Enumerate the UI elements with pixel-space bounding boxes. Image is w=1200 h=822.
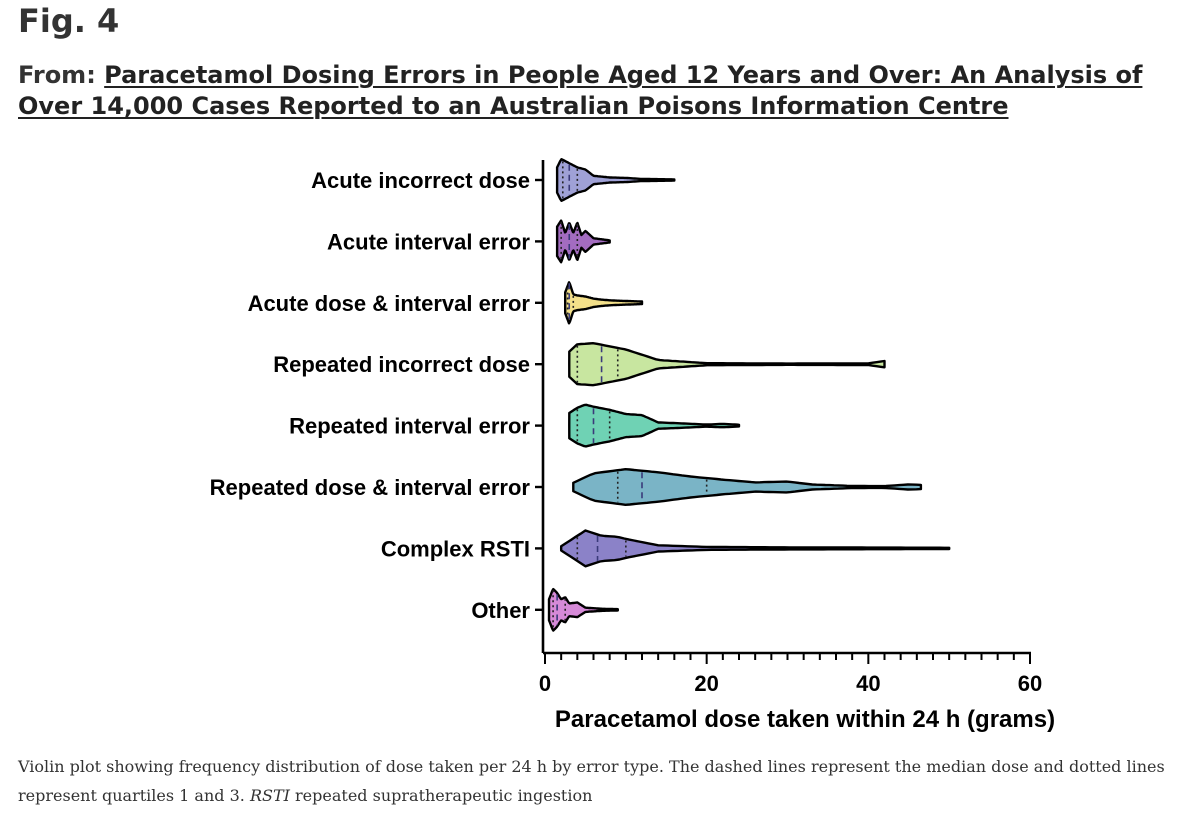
article-title-link[interactable]: Paracetamol Dosing Errors in People Aged… [18, 61, 1143, 120]
y-tick-label-acute-dose-and-interval-error: Acute dose & interval error [248, 291, 531, 316]
y-tick-label-acute-incorrect-dose: Acute incorrect dose [311, 168, 530, 193]
violin-complex-rsti [559, 529, 951, 568]
figure-caption: Violin plot showing frequency distributi… [18, 752, 1193, 810]
violin-other [547, 587, 619, 632]
figure-label: Fig. 4 [18, 2, 120, 40]
y-tick-label-acute-interval-error: Acute interval error [327, 229, 530, 254]
y-tick-label-repeated-incorrect-dose: Repeated incorrect dose [273, 352, 530, 377]
y-tick-label-repeated-dose-and-interval-error: Repeated dose & interval error [210, 475, 531, 500]
violin-repeated-incorrect-dose [568, 342, 886, 387]
x-axis-title: Paracetamol dose taken within 24 h (gram… [555, 706, 1055, 733]
x-axis: 0 20 40 60 [539, 651, 1042, 696]
violin-acute-interval-error [555, 219, 611, 264]
y-axis: Acute incorrect dose Acute interval error… [210, 160, 545, 653]
violin-acute-dose-and-interval-error [564, 281, 644, 325]
x-tick-label-0: 0 [539, 671, 551, 696]
caption-text-1: Violin plot showing frequency distributi… [18, 757, 1165, 805]
violin-acute-incorrect-dose [555, 158, 676, 202]
x-tick-label-40: 40 [856, 671, 880, 696]
caption-text-2: repeated supratherapeutic ingestion [289, 786, 593, 805]
violin-chart: Acute incorrect dose Acute interval error… [210, 158, 1055, 733]
violin-repeated-interval-error [568, 403, 741, 448]
violin-repeated-dose-and-interval-error [572, 468, 923, 506]
violin-group [547, 158, 951, 632]
y-tick-label-repeated-interval-error: Repeated interval error [289, 414, 530, 439]
x-tick-label-20: 20 [694, 671, 718, 696]
y-tick-label-other: Other [471, 598, 530, 623]
figure-source-line: From: Paracetamol Dosing Errors in Peopl… [18, 60, 1188, 122]
x-tick-label-60: 60 [1018, 671, 1042, 696]
y-tick-label-complex-rsti: Complex RSTI [381, 536, 530, 561]
caption-abbr: RSTI [249, 786, 290, 805]
from-prefix: From: [18, 61, 96, 89]
